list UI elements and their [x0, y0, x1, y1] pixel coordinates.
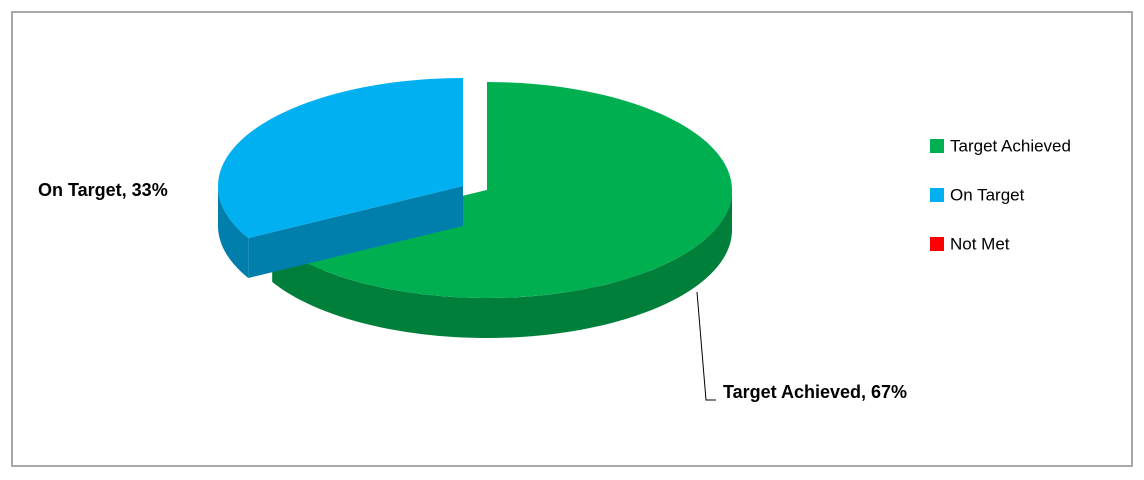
legend-swatch	[930, 139, 944, 153]
pie-slice-wall	[248, 186, 463, 279]
legend-swatch	[930, 237, 944, 251]
data-label: Target Achieved, 67%	[722, 382, 908, 402]
pie-slice-side	[218, 186, 249, 279]
legend-label: Target Achieved	[950, 136, 1071, 155]
pie	[218, 78, 732, 338]
pie-slice-side	[272, 190, 732, 338]
leader-line	[696, 291, 716, 401]
data-label: On Target, 33%	[38, 180, 168, 200]
legend-label: On Target	[950, 185, 1025, 204]
legend: Target Achieved On Target Not Met	[930, 136, 1071, 253]
legend-label: Not Met	[950, 234, 1010, 253]
pie-slice	[218, 78, 463, 239]
legend-swatch	[930, 188, 944, 202]
